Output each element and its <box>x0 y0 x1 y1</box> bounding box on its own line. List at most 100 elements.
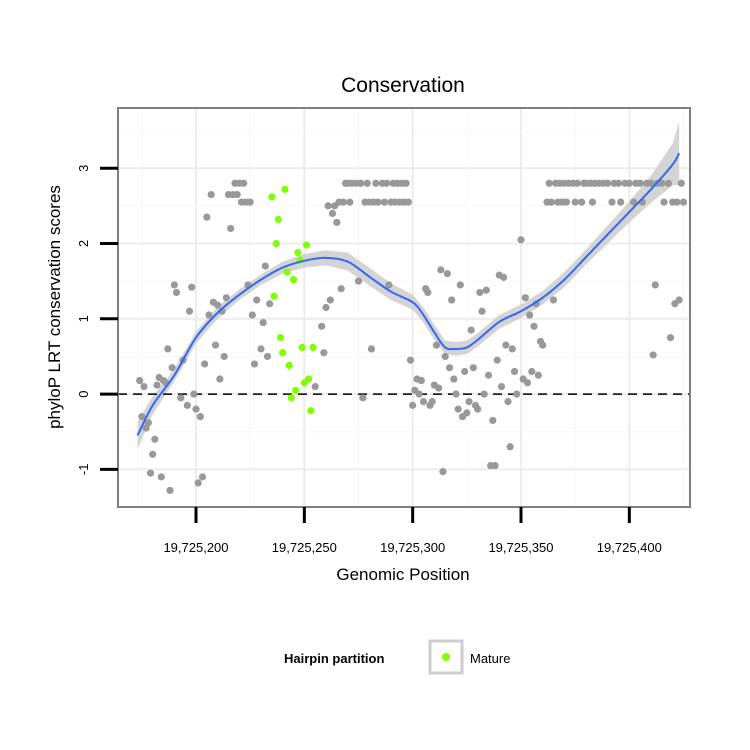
data-point <box>168 364 176 372</box>
data-point <box>571 198 579 206</box>
mature-point <box>287 394 295 402</box>
data-point <box>374 198 382 206</box>
data-point <box>166 486 174 495</box>
data-point <box>439 468 447 476</box>
data-point <box>192 405 200 413</box>
x-axis-title: Genomic Position <box>336 565 469 584</box>
data-point <box>233 190 241 199</box>
data-point <box>651 281 659 289</box>
y-tick-label: 0 <box>76 390 91 397</box>
data-point <box>547 198 555 206</box>
data-point <box>450 375 458 383</box>
data-point <box>614 179 623 187</box>
data-point <box>383 179 391 187</box>
data-point <box>476 288 484 297</box>
data-point <box>188 283 196 291</box>
data-point <box>266 300 274 308</box>
data-point <box>346 198 354 206</box>
data-point <box>588 198 597 206</box>
data-point <box>339 198 347 206</box>
data-point <box>649 351 657 359</box>
data-point <box>198 473 207 481</box>
data-point <box>194 479 202 487</box>
data-point <box>679 198 688 206</box>
data-point <box>465 398 473 406</box>
data-point <box>502 341 510 349</box>
data-point <box>508 345 516 353</box>
data-point <box>469 364 477 372</box>
legend: Hairpin partition Mature <box>284 639 510 675</box>
data-point <box>461 367 469 376</box>
data-point <box>149 450 157 458</box>
x-tick-label: 19,725,250 <box>272 540 337 555</box>
data-point <box>328 209 337 217</box>
data-point <box>445 364 454 372</box>
data-point <box>172 288 181 297</box>
data-point <box>604 179 612 187</box>
data-point <box>207 190 215 199</box>
data-point <box>463 409 471 417</box>
mature-point <box>285 361 293 370</box>
data-point <box>441 352 449 361</box>
data-point <box>417 376 425 385</box>
data-point <box>240 179 248 187</box>
grid-lines <box>118 108 690 507</box>
data-point <box>482 286 490 294</box>
data-point <box>467 326 475 334</box>
data-point <box>259 318 267 327</box>
data-point <box>625 179 633 187</box>
data-point <box>138 413 146 421</box>
data-point <box>201 360 209 368</box>
data-point <box>677 179 685 187</box>
data-point <box>660 198 668 206</box>
y-tick-label: 2 <box>76 240 91 247</box>
panel-border <box>117 107 691 508</box>
data-point <box>647 179 655 187</box>
data-point <box>216 375 224 383</box>
data-point <box>539 341 547 349</box>
data-point <box>562 198 571 206</box>
mature-point <box>268 193 276 201</box>
data-point <box>443 270 451 278</box>
data-point <box>504 398 512 406</box>
y-tick-label: -1 <box>76 464 91 476</box>
data-point <box>367 345 376 353</box>
data-point <box>428 398 436 406</box>
data-point <box>404 198 412 206</box>
data-point <box>419 398 428 406</box>
data-point <box>493 356 501 364</box>
data-point <box>363 179 371 187</box>
data-point <box>432 341 441 349</box>
confidence-band-layer <box>137 121 680 450</box>
data-point <box>157 473 165 481</box>
data-point <box>454 405 462 413</box>
data-point <box>337 285 345 293</box>
data-point <box>500 273 508 281</box>
data-point <box>164 345 172 353</box>
data-point <box>326 296 334 304</box>
x-tick-label: 19,725,350 <box>488 540 553 555</box>
data-point <box>263 352 272 361</box>
data-point <box>506 443 514 451</box>
data-point <box>151 435 159 443</box>
data-point <box>170 281 178 289</box>
data-point <box>357 179 365 187</box>
y-axis: -1 0 1 2 3 <box>76 165 118 476</box>
mature-point <box>307 407 315 415</box>
mature-point <box>305 375 313 383</box>
data-point <box>523 379 532 387</box>
data-point <box>402 179 410 187</box>
data-point <box>185 307 194 315</box>
data-point <box>222 294 230 302</box>
data-point <box>549 296 558 304</box>
data-point <box>136 376 144 385</box>
data-point <box>153 381 161 389</box>
chart-title: Conservation <box>341 74 465 97</box>
data-point <box>489 416 497 425</box>
data-point <box>385 281 393 289</box>
data-point <box>311 382 319 391</box>
data-point <box>497 382 506 391</box>
data-point <box>196 413 204 421</box>
data-point <box>253 296 261 304</box>
